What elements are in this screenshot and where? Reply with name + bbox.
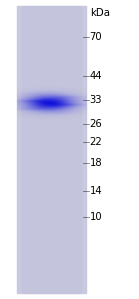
Text: 44: 44 [90,71,102,81]
Bar [22,6,81,293]
Text: kDa: kDa [90,8,110,19]
Text: 22: 22 [90,137,102,147]
Text: 26: 26 [90,119,102,129]
Text: 33: 33 [90,95,102,105]
Text: 18: 18 [90,158,102,168]
Text: 70: 70 [90,32,102,42]
Text: 10: 10 [90,212,102,222]
Bar [17,6,86,293]
Text: 14: 14 [90,186,102,196]
